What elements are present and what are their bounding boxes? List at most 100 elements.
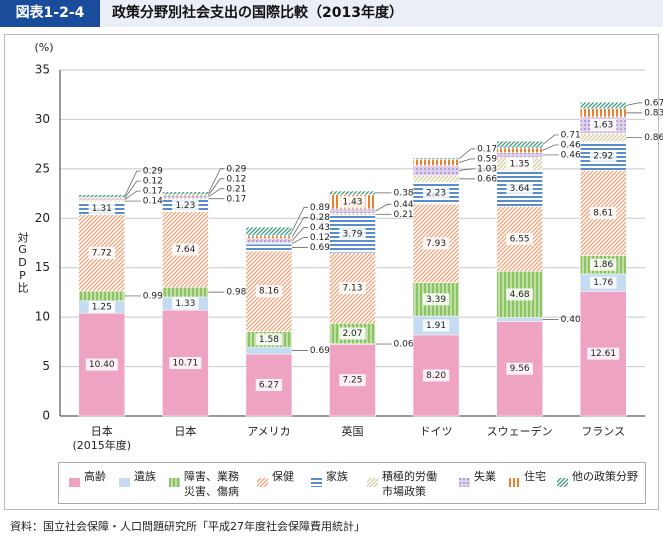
bar-segment [245,238,293,244]
leader-line [208,178,225,196]
value-label-bg [506,362,533,375]
legend-swatch-fill [459,478,470,487]
bar-segment [329,212,376,216]
bar-segment [579,108,627,118]
figure-label: 図表1-2-4 [0,0,100,27]
value-label: 8.16 [259,287,279,297]
value-label-bg [506,232,533,245]
value-label-bg [339,228,366,241]
bar-segment [412,175,460,183]
legend-swatch [169,472,180,487]
y-unit: (%) [34,41,53,54]
value-label: 0.38 [394,188,414,198]
legend-swatch-graphic [557,478,568,487]
y-tick-label: 25 [35,161,50,175]
value-label: 0.69 [310,346,330,356]
legend-label: 遺族 [134,470,156,483]
y-tick-label: 0 [42,409,50,423]
leader-line [458,148,476,159]
y-tick-label: 10 [35,310,50,324]
value-label-bg [422,187,450,200]
bar-segment [496,317,543,322]
bar-segment [245,226,293,237]
leader-line [291,217,308,238]
leader-line [291,207,308,232]
y-tick-label: 35 [35,63,50,77]
value-label-bg [85,358,118,371]
legend-swatch-graphic [509,478,520,487]
legend-swatch-graphic [311,478,322,487]
value-label-bg [255,333,283,346]
x-tick-label: 英国 [341,425,364,438]
legend-swatch [311,472,322,487]
value-label: 0.43 [310,223,330,233]
legend-label: 積極的労働 市場政策 [382,470,437,498]
bar-segment [78,290,126,302]
leader-line [124,190,141,200]
legend-swatch [509,472,520,487]
value-label: 1.23 [175,201,195,211]
value-label-bg [169,357,202,370]
value-label: 9.56 [510,364,530,374]
bar-segment [162,195,209,199]
bar-segment [496,152,543,158]
value-label: 1.33 [175,299,195,309]
value-label: 0.29 [226,164,246,174]
value-label: 1.25 [92,303,112,313]
value-label: 2.07 [342,329,362,339]
bar-segment [245,243,293,252]
legend-label: 障害、業務 災害、傷病 [184,470,239,498]
bar-segment [162,287,209,298]
leader-line [124,180,141,199]
legend-swatch [119,472,130,487]
value-label: 1.31 [92,204,112,214]
value-label: 0.17 [226,194,246,204]
value-label-bg [590,276,617,289]
value-label-bg [339,282,366,295]
bar-segment [78,198,126,201]
value-label: 1.86 [593,260,613,270]
value-label: 0.14 [143,197,163,207]
legend-swatch-graphic [169,478,180,487]
source-note: 資料：国立社会保障・人口問題研究所「平成27年度社会保障費用統計」 [10,520,365,533]
value-label-bg [172,297,199,310]
legend-label: 住宅 [524,470,546,483]
legend-label: 他の政策分野 [572,470,638,483]
leader-line [459,168,476,171]
value-label-bg [590,258,617,271]
value-label: 3.79 [342,230,362,240]
legend-swatch [459,472,470,487]
y-tick-label: 5 [42,359,50,373]
value-label: 0.89 [310,203,330,213]
value-label: 10.40 [89,360,115,370]
value-label: 7.64 [175,245,195,255]
bar-segment [579,101,627,110]
leader-line [542,134,559,145]
legend-swatch-fill [557,478,568,487]
value-label: 0.17 [477,144,497,154]
value-label: 0.17 [143,187,163,197]
value-label: 0.66 [477,174,497,184]
bar-segment [78,194,126,198]
value-label-bg [422,319,450,332]
leader-line [458,158,476,163]
value-label: 0.69 [310,243,330,253]
value-label: 6.55 [510,234,530,244]
legend-swatch-fill [311,478,322,487]
x-tick-label: アメリカ [247,425,291,438]
value-label: 0.67 [644,98,663,108]
legend-swatch-fill [367,478,378,487]
value-label: 3.64 [510,184,530,194]
bar-segment [412,157,460,160]
leader-line [291,237,308,244]
value-label-bg [590,150,617,163]
value-label-bg [339,374,366,387]
legend-label: 保健 [272,470,294,483]
value-label: 0.40 [561,315,581,325]
legend-swatch-graphic [367,478,378,487]
value-label: 7.25 [342,376,362,386]
leader-line [375,203,392,212]
value-label: 0.71 [561,130,581,140]
legend-label: 高齢 [84,470,106,483]
